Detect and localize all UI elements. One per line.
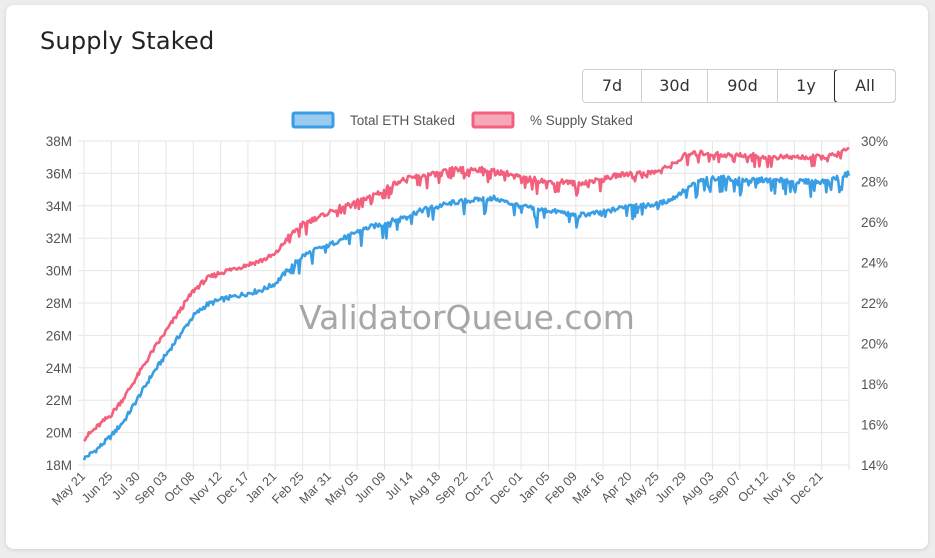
- legend-swatch-supply-pct: [471, 111, 515, 129]
- x-tick-label: Jun 25: [79, 469, 115, 505]
- y-right-tick-label: 22%: [861, 296, 888, 311]
- y-right-tick-label: 20%: [861, 337, 888, 352]
- y-axis-left-ticks: 18M 20M 22M 24M 26M 28M 30M 32M 34M 36M 38M: [46, 134, 72, 473]
- y-left-tick-label: 26M: [46, 328, 72, 343]
- y-right-tick-label: 30%: [861, 134, 888, 149]
- range-button-7d[interactable]: 7d: [583, 70, 642, 102]
- y-left-tick-label: 34M: [46, 199, 72, 214]
- y-left-tick-label: 36M: [46, 166, 72, 181]
- legend-label-total-eth: Total ETH Staked: [350, 113, 455, 128]
- y-axis-right-ticks: 14% 16% 18% 20% 22% 24% 26% 28% 30%: [861, 134, 888, 473]
- legend-label-supply-pct: % Supply Staked: [530, 113, 633, 128]
- y-right-tick-label: 24%: [861, 256, 888, 271]
- series-lines: [82, 146, 851, 461]
- legend: Total ETH Staked % Supply Staked: [291, 111, 633, 129]
- y-right-tick-label: 16%: [861, 418, 888, 433]
- legend-swatch-total-eth: [291, 111, 335, 129]
- y-left-tick-label: 28M: [46, 296, 72, 311]
- range-button-all[interactable]: All: [834, 70, 895, 102]
- y-left-tick-label: 24M: [46, 361, 72, 376]
- y-right-tick-label: 14%: [861, 458, 888, 473]
- y-right-tick-label: 28%: [861, 175, 888, 190]
- series-line-supply-staked-pct: [83, 146, 850, 442]
- y-left-tick-label: 38M: [46, 134, 72, 149]
- y-left-tick-label: 18M: [46, 458, 72, 473]
- x-tick-label: Jun 09: [352, 469, 388, 505]
- series-line-total-eth-staked: [82, 170, 851, 461]
- x-tick-label: May 21: [49, 469, 88, 508]
- y-left-tick-label: 30M: [46, 264, 72, 279]
- range-button-90d[interactable]: 90d: [708, 70, 778, 102]
- y-left-tick-label: 22M: [46, 393, 72, 408]
- y-right-tick-label: 26%: [861, 215, 888, 230]
- chart-title: Supply Staked: [40, 27, 215, 55]
- watermark: ValidatorQueue.com: [299, 298, 635, 337]
- y-left-tick-label: 32M: [46, 231, 72, 246]
- range-button-30d[interactable]: 30d: [642, 70, 708, 102]
- y-right-tick-label: 18%: [861, 377, 888, 392]
- y-left-tick-label: 20M: [46, 426, 72, 441]
- time-range-selector: 7d 30d 90d 1y All: [582, 69, 896, 103]
- range-button-1y[interactable]: 1y: [778, 70, 835, 102]
